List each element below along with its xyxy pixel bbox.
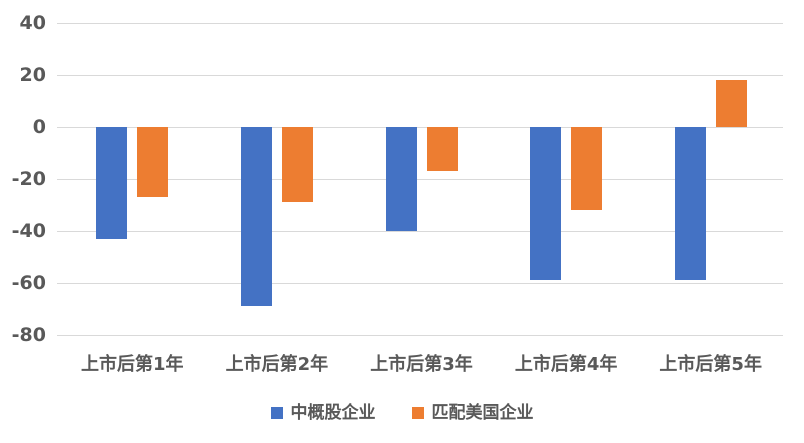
gridline (57, 282, 783, 284)
legend-item-us: 匹配美国企业 (411, 402, 534, 424)
bar-cn-year4 (530, 127, 562, 281)
gridline (57, 230, 783, 232)
legend: 中概股企业 匹配美国企业 (0, 402, 804, 424)
y-axis-tick-label: -20 (11, 168, 46, 190)
legend-swatch-icon (270, 407, 283, 419)
legend-label: 中概股企业 (290, 403, 376, 423)
legend-item-cn: 中概股企业 (270, 402, 376, 424)
y-axis-tick-label: 20 (19, 64, 46, 86)
gridline (57, 74, 783, 76)
y-axis-tick-label: 40 (19, 12, 46, 34)
gridline (57, 22, 783, 24)
y-axis-tick-label: -40 (11, 220, 46, 242)
y-axis-tick-label: -60 (11, 272, 46, 294)
bar-us-year2 (281, 127, 313, 203)
bar-cn-year2 (240, 127, 272, 307)
legend-label: 匹配美国企业 (431, 403, 534, 423)
bar-cn-year1 (96, 127, 128, 239)
bar-us-year5 (715, 80, 747, 127)
y-axis-tick-label: -80 (11, 324, 46, 346)
y-axis-tick-label: 0 (32, 116, 46, 138)
x-axis-category-label: 上市后第2年 (225, 354, 329, 375)
gridline (57, 334, 783, 336)
bar-us-year4 (571, 127, 603, 211)
x-axis-category-label: 上市后第5年 (659, 354, 762, 375)
bar-us-year1 (137, 127, 169, 198)
bar-us-year3 (426, 127, 458, 172)
x-axis-category-label: 上市后第1年 (81, 354, 184, 375)
bar-cn-year3 (385, 127, 417, 231)
plot-area (57, 22, 783, 336)
bar-cn-year5 (674, 127, 706, 281)
legend-swatch-icon (411, 407, 424, 419)
gridline (57, 178, 783, 180)
x-axis-category-label: 上市后第4年 (514, 354, 618, 375)
x-axis-category-label: 上市后第3年 (370, 354, 473, 375)
gridline (57, 126, 783, 128)
